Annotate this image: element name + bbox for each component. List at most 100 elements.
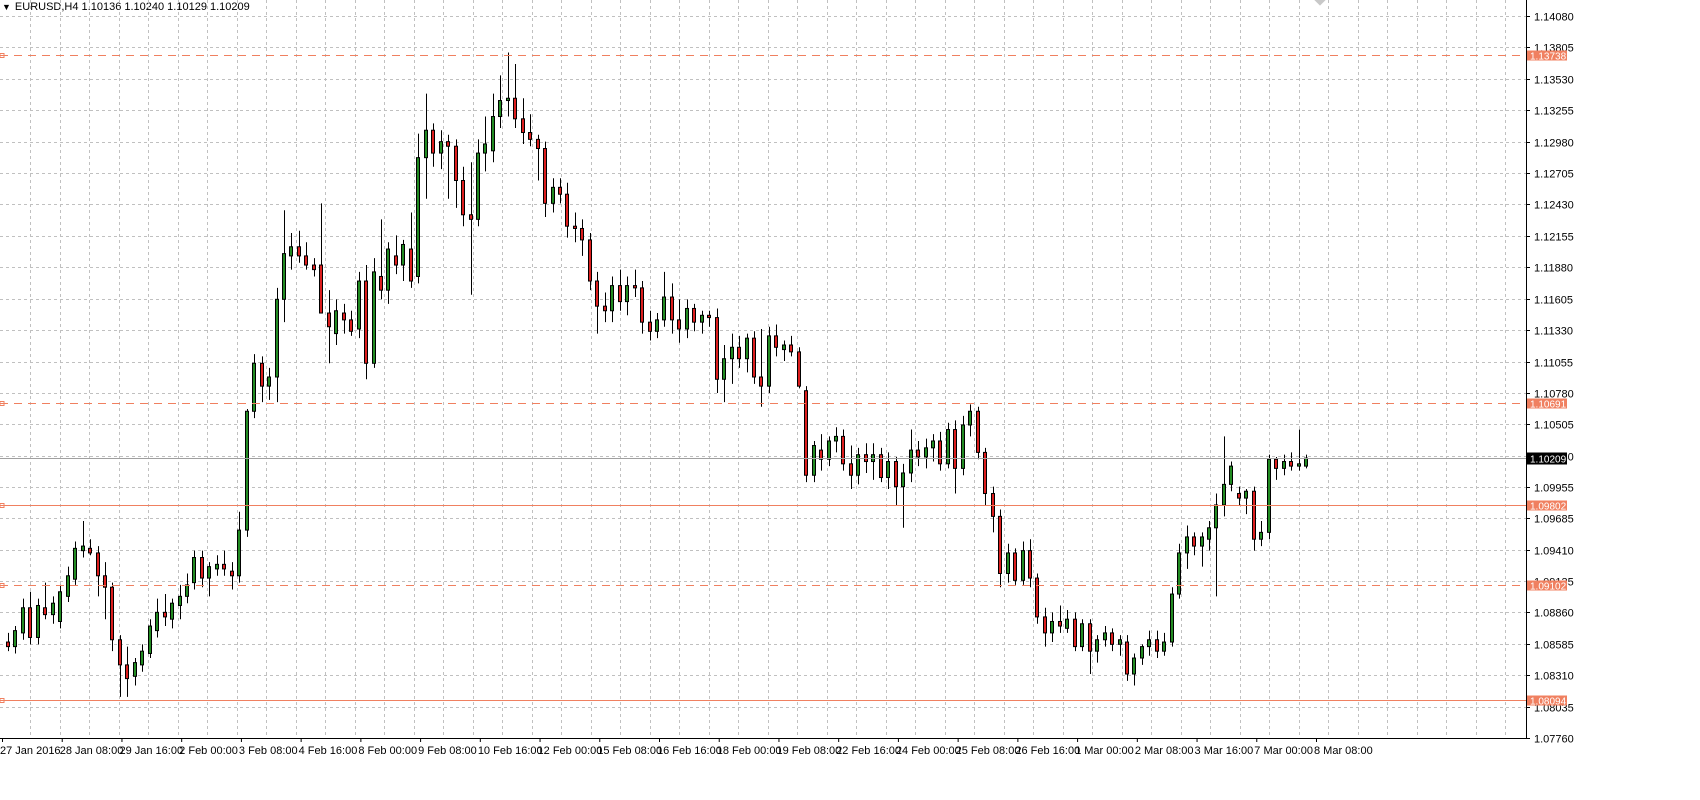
candle-bull bbox=[655, 319, 659, 332]
x-tick-label: 7 Mar 00:00 bbox=[1254, 745, 1313, 757]
x-tick-label: 3 Feb 08:00 bbox=[239, 745, 298, 757]
x-tick-label: 8 Feb 00:00 bbox=[358, 745, 417, 757]
candle-bear bbox=[618, 285, 622, 303]
candle-bull bbox=[1147, 639, 1151, 648]
level-anchor bbox=[0, 503, 5, 508]
candle-bear bbox=[409, 248, 413, 282]
candle-bear bbox=[394, 255, 398, 266]
candle-bull bbox=[946, 429, 950, 465]
x-tick-label: 22 Feb 16:00 bbox=[836, 745, 901, 757]
y-tick-label: 1.09955 bbox=[1534, 483, 1574, 495]
candle-bull bbox=[745, 337, 749, 360]
symbol-info: EURUSD,H4 1.10136 1.10240 1.10129 1.1020… bbox=[14, 1, 250, 13]
candle-bull bbox=[245, 410, 249, 531]
candle-bear bbox=[603, 305, 607, 312]
candle-bull bbox=[1267, 458, 1271, 533]
candle-bull bbox=[1006, 552, 1010, 574]
dropdown-triangle-icon[interactable]: ▼ bbox=[2, 2, 11, 12]
candle-bear bbox=[565, 193, 569, 227]
candle-bull bbox=[506, 97, 510, 102]
x-tick-label: 28 Jan 08:00 bbox=[60, 745, 124, 757]
candle-bear bbox=[125, 664, 129, 680]
x-tick-label: 26 Feb 16:00 bbox=[1015, 745, 1080, 757]
candle-bear bbox=[342, 312, 346, 321]
candle-bull bbox=[909, 449, 913, 474]
candle-bull bbox=[357, 280, 361, 330]
candle-bull bbox=[1222, 483, 1226, 506]
candle-bear bbox=[677, 319, 681, 330]
candle-bear bbox=[521, 118, 525, 134]
candle-bull bbox=[625, 285, 629, 303]
candle-bull bbox=[275, 298, 279, 378]
level-anchor bbox=[0, 53, 5, 58]
candle-bear bbox=[774, 335, 778, 348]
candle-bull bbox=[282, 253, 286, 300]
candle-bull bbox=[812, 445, 816, 476]
candle-bull bbox=[424, 129, 428, 159]
candle-bear bbox=[558, 186, 562, 195]
candle-bull bbox=[782, 344, 786, 351]
y-tick-label: 1.13255 bbox=[1534, 106, 1574, 118]
candle-bull bbox=[767, 335, 771, 387]
x-tick-label: 16 Feb 16:00 bbox=[657, 745, 722, 757]
level-price-box bbox=[1527, 500, 1567, 511]
candle-bear bbox=[297, 246, 301, 257]
level-price-box bbox=[1527, 50, 1567, 61]
candle-bear bbox=[1252, 490, 1256, 540]
candle-bear bbox=[461, 180, 465, 216]
level-anchor bbox=[0, 583, 5, 588]
candle-bear bbox=[595, 280, 599, 307]
candle-bull bbox=[334, 310, 338, 335]
candle-bull bbox=[834, 435, 838, 442]
y-tick-label: 1.12155 bbox=[1534, 232, 1574, 244]
candle-bull bbox=[483, 143, 487, 154]
candle-bear bbox=[715, 317, 719, 380]
candle-bear bbox=[991, 493, 995, 517]
candle-bear bbox=[976, 410, 980, 453]
x-tick-label: 29 Jan 16:00 bbox=[119, 745, 183, 757]
candle-bear bbox=[1028, 550, 1032, 579]
candle-bear bbox=[327, 312, 331, 328]
y-tick-label: 1.11880 bbox=[1534, 263, 1573, 275]
x-tick-label: 25 Feb 08:00 bbox=[956, 745, 1021, 757]
y-tick-label: 1.09685 bbox=[1534, 514, 1574, 526]
candle-bear bbox=[737, 346, 741, 360]
candle-bull bbox=[1177, 552, 1181, 595]
candle-bear bbox=[804, 390, 808, 476]
level-price-label: 1.10691 bbox=[1530, 400, 1567, 411]
level-price-label: 1.13738 bbox=[1530, 52, 1567, 63]
x-tick-label: 1 Mar 00:00 bbox=[1075, 745, 1134, 757]
candle-bear bbox=[1125, 641, 1129, 675]
candle-bull bbox=[81, 545, 85, 552]
candle-bear bbox=[28, 607, 32, 638]
candle-bull bbox=[1162, 641, 1166, 652]
candle-bear bbox=[1058, 620, 1062, 627]
candle-bull bbox=[1080, 623, 1084, 648]
x-tick-label: 3 Mar 16:00 bbox=[1195, 745, 1254, 757]
candle-bull bbox=[901, 472, 905, 488]
candle-bull bbox=[1140, 646, 1144, 659]
candle-bull bbox=[372, 271, 376, 364]
candle-bull bbox=[924, 447, 928, 458]
candle-bull bbox=[1297, 463, 1301, 467]
candle-bear bbox=[543, 148, 547, 204]
y-tick-label: 1.11330 bbox=[1534, 326, 1573, 338]
current-price-label: 1.10209 bbox=[1530, 455, 1567, 466]
candle-bull bbox=[1065, 618, 1069, 629]
candle-bull bbox=[133, 662, 137, 677]
candle-bull bbox=[140, 650, 144, 666]
candle-bear bbox=[1289, 461, 1293, 467]
candle-bull bbox=[289, 246, 293, 257]
candle-bull bbox=[827, 440, 831, 460]
candle-bear bbox=[588, 239, 592, 282]
candle-bear bbox=[894, 461, 898, 488]
candle-bull bbox=[961, 424, 965, 469]
candle-bull bbox=[215, 563, 219, 570]
candle-bull bbox=[1050, 620, 1054, 634]
candle-bear bbox=[580, 227, 584, 241]
candle-bull bbox=[1095, 639, 1099, 652]
candle-bull bbox=[192, 556, 196, 584]
candle-bear bbox=[312, 264, 316, 271]
